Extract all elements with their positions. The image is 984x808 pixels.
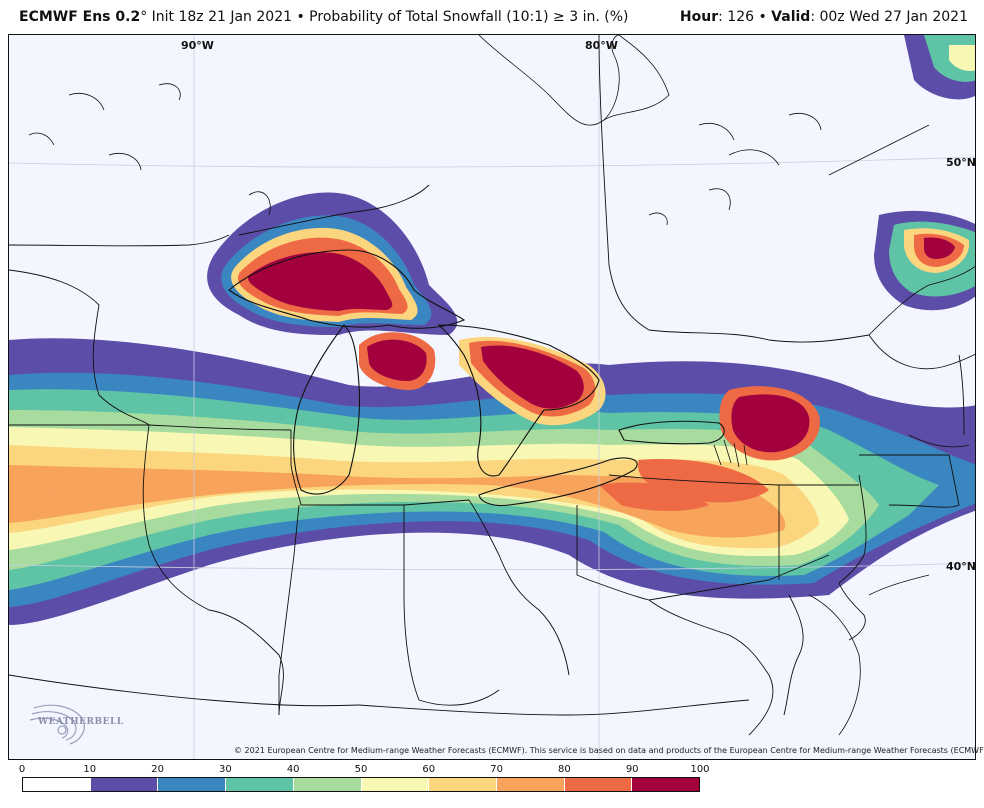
snowfall-upper-michigan xyxy=(359,332,436,390)
legend-tick-label: 60 xyxy=(422,764,436,775)
latitude-label-40n: 40°N xyxy=(946,560,976,573)
legend-color-segment xyxy=(631,778,700,791)
legend-tick-label: 30 xyxy=(219,764,232,775)
legend-color-segment xyxy=(23,778,90,791)
legend-colorbar xyxy=(22,777,700,792)
legend-tick-label: 0 xyxy=(18,764,26,775)
finger-lakes xyxy=(713,439,748,468)
legend-color-segment xyxy=(292,778,361,791)
weatherbell-logo-text: WEATHERBELL xyxy=(38,717,124,727)
legend-color-segment xyxy=(428,778,496,791)
legend-tick-label: 50 xyxy=(354,764,368,775)
snowfall-lake-ontario xyxy=(719,386,820,461)
legend-color-segment xyxy=(495,778,564,791)
map-title: ECMWF Ens 0.2° Init 18z 21 Jan 2021 • Pr… xyxy=(19,9,629,25)
weatherbell-logo: WEATHERBELL xyxy=(22,700,123,750)
legend-tick-label: 40 xyxy=(286,764,300,775)
legend-tick-label: 100 xyxy=(690,764,710,775)
weatherbell-logo-icon xyxy=(29,704,85,745)
snowfall-lake-superior xyxy=(207,192,458,335)
map-header: ECMWF Ens 0.2° Init 18z 21 Jan 2021 • Pr… xyxy=(0,0,984,34)
longitude-label-90w: 90°W xyxy=(181,39,214,52)
copyright-notice: © 2021 European Centre for Medium-range … xyxy=(234,746,984,755)
legend-tick-label: 20 xyxy=(151,764,164,775)
lake-outlines xyxy=(228,249,725,507)
graticule-lines xyxy=(9,35,975,759)
latitude-label-50n: 50°N xyxy=(946,156,976,169)
legend-tick-label: 80 xyxy=(558,764,571,775)
legend-tick-label: 10 xyxy=(83,764,97,775)
valid-time: Hour: 126 • Valid: 00z Wed 27 Jan 2021 xyxy=(679,9,968,25)
snowfall-probability-map: 90°W 80°W 50°N 40°N xyxy=(8,34,976,760)
legend-color-segment xyxy=(89,778,158,791)
longitude-label-80w: 80°W xyxy=(585,39,618,52)
legend-color-segment xyxy=(225,778,293,791)
legend-tick-label: 90 xyxy=(625,764,639,775)
map-canvas xyxy=(9,35,975,759)
legend-color-segment xyxy=(157,778,226,791)
state-borders xyxy=(9,35,975,736)
legend-color-segment xyxy=(360,778,429,791)
snowfall-lake-huron xyxy=(459,336,606,426)
legend-color-segment xyxy=(563,778,632,791)
legend-tick-label: 70 xyxy=(490,764,503,775)
coastlines xyxy=(28,35,975,736)
